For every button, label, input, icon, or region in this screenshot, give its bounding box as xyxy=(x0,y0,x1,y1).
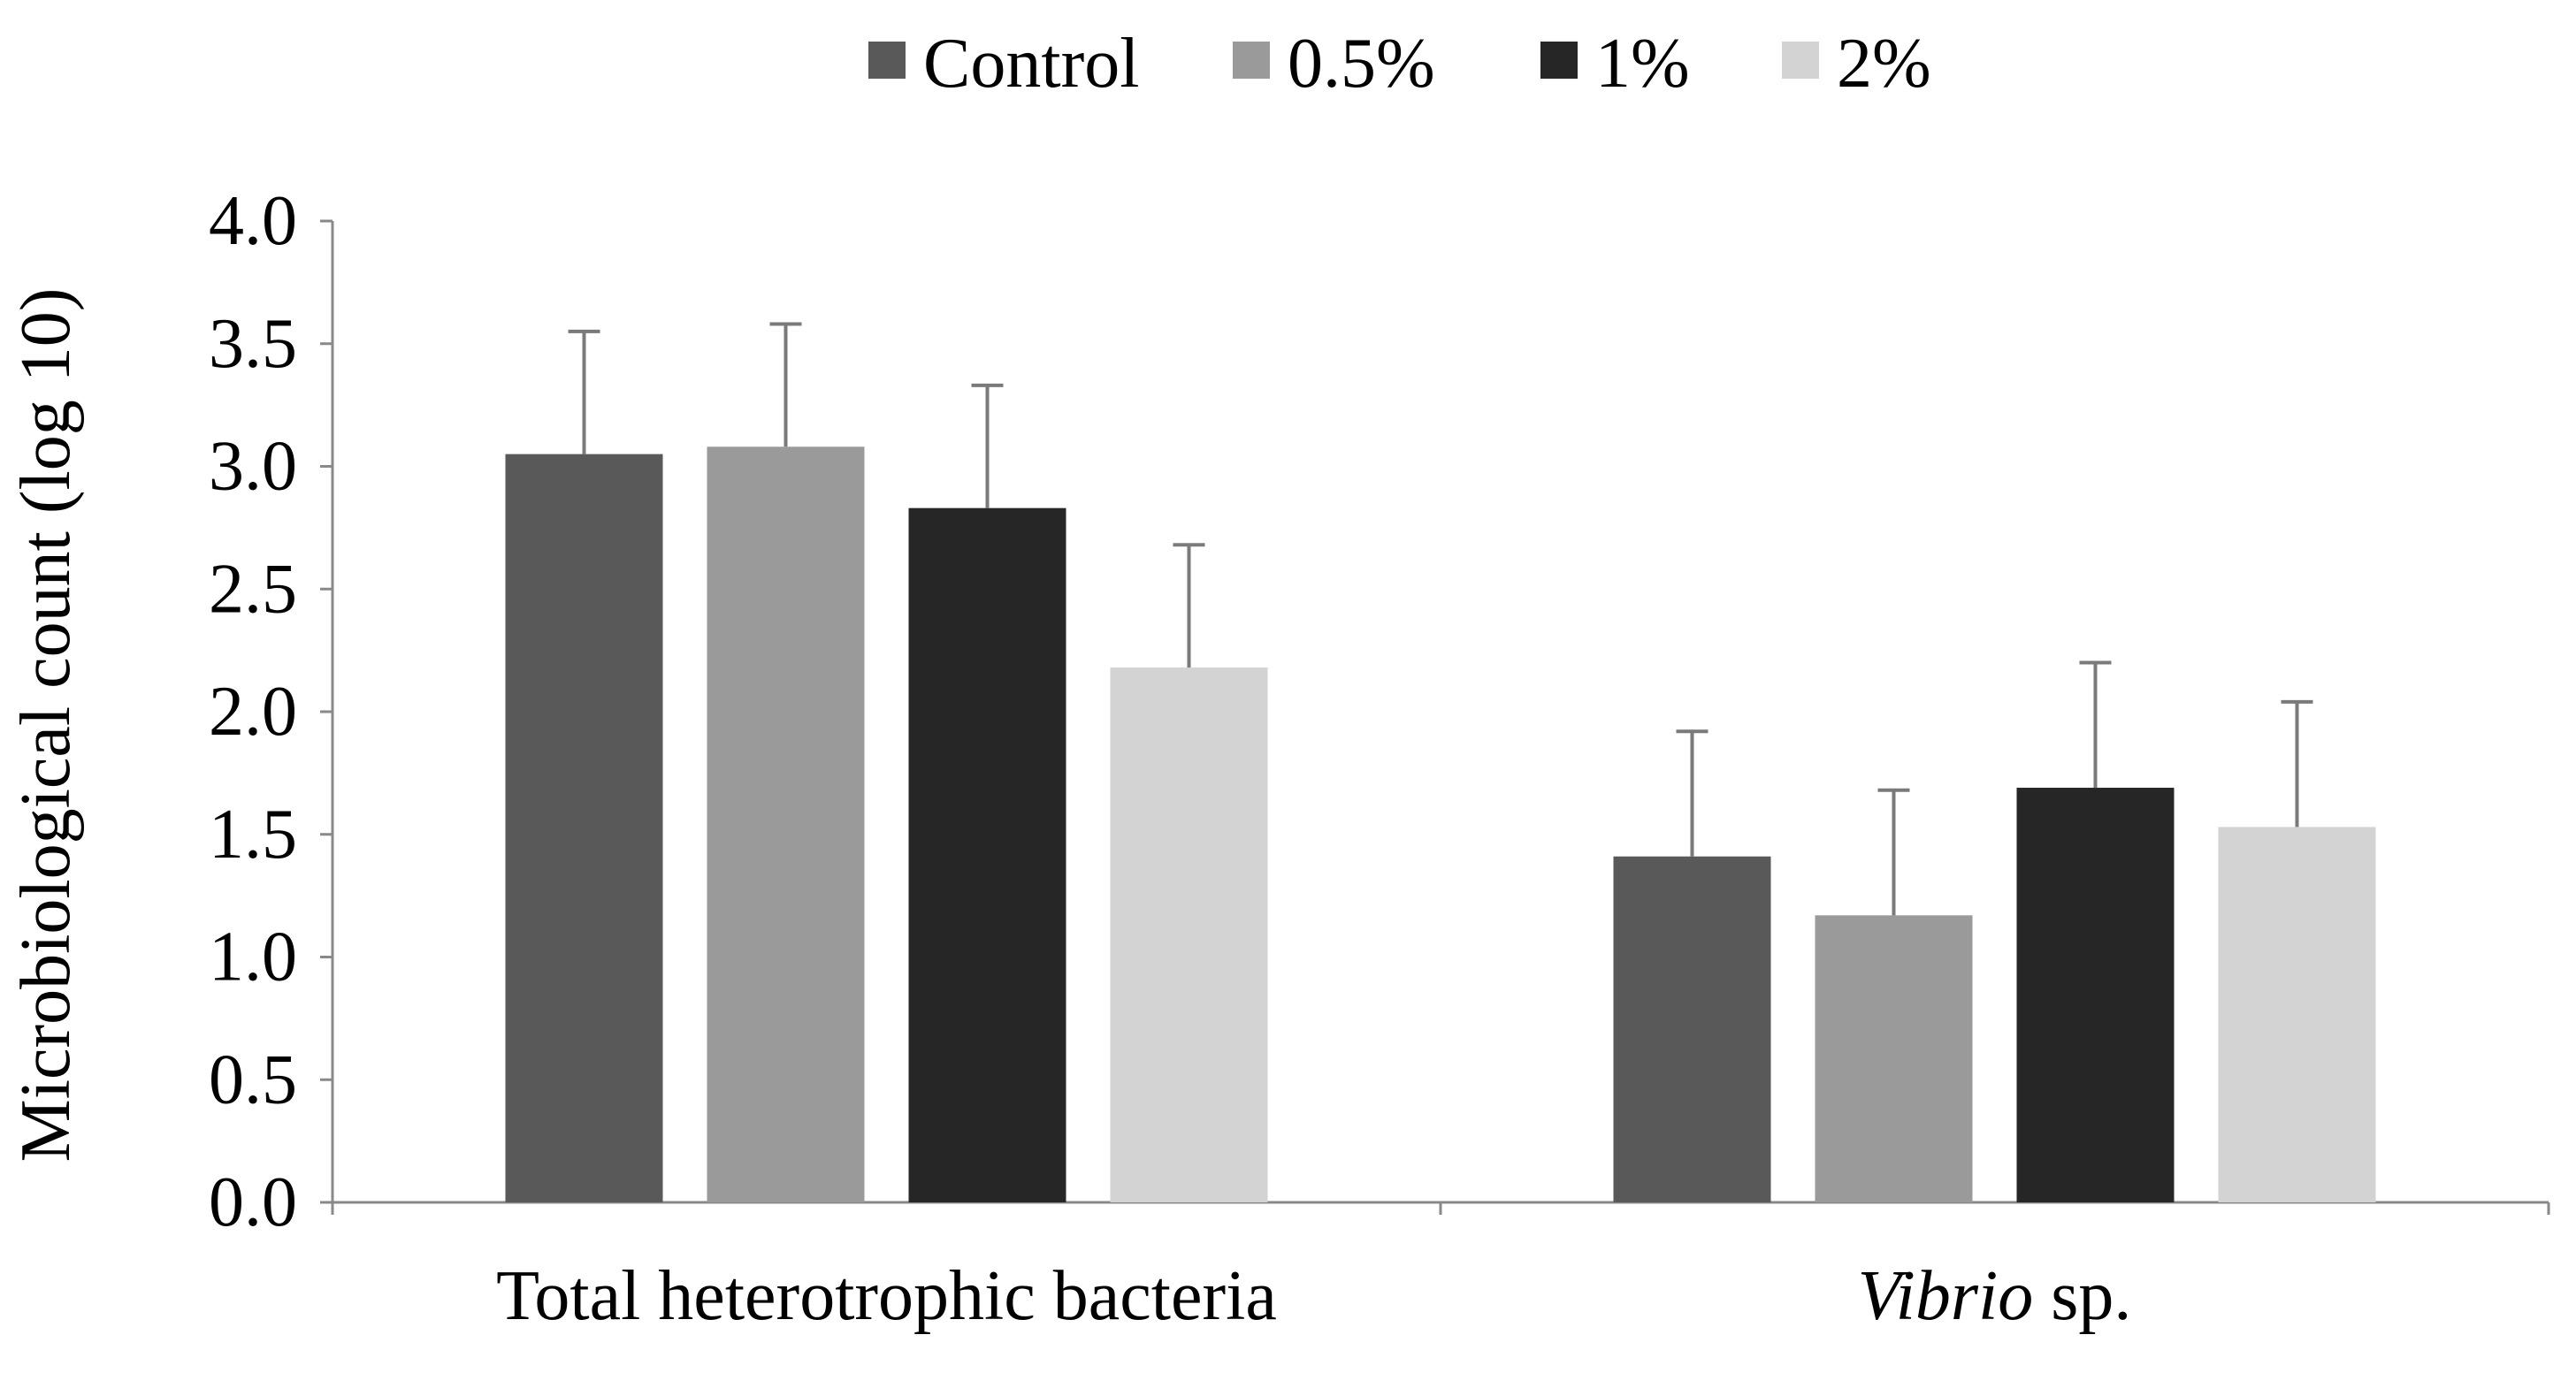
legend-swatch xyxy=(1233,42,1270,79)
y-tick-label: 4.0 xyxy=(209,182,297,260)
y-axis: 0.0 0.5 1.0 1.5 2.0 2.5 3.0 3.5 4.0 xyxy=(209,182,334,1241)
bar xyxy=(1613,856,1771,1202)
bar xyxy=(707,446,865,1202)
legend: Control 0.5% 1% 2% xyxy=(868,25,1931,103)
bar xyxy=(2016,788,2175,1202)
x-axis xyxy=(331,1201,2550,1215)
y-tick-label: 0.0 xyxy=(209,1163,297,1241)
legend-label: 0.5% xyxy=(1288,25,1435,103)
y-tick-label: 3.0 xyxy=(209,428,297,506)
y-axis-title: Microbiological count (log 10) xyxy=(7,288,85,1163)
category-labels: Total heterotrophic bacteria Vibrio sp. xyxy=(496,1257,2131,1335)
y-tick-label: 0.5 xyxy=(209,1041,297,1118)
legend-swatch xyxy=(1540,42,1578,79)
bar xyxy=(2218,827,2376,1202)
error-bars xyxy=(568,322,2313,916)
y-tick-label: 1.0 xyxy=(209,919,297,996)
legend-label: Control xyxy=(923,25,1139,103)
bar xyxy=(1110,667,1268,1202)
bar xyxy=(908,507,1066,1202)
bars xyxy=(505,446,2376,1202)
y-tick-label: 1.5 xyxy=(209,796,297,873)
x-category-label: Total heterotrophic bacteria xyxy=(496,1257,1277,1335)
legend-label: 1% xyxy=(1595,25,1690,103)
legend-swatch xyxy=(868,42,906,79)
x-category-label: Vibrio sp. xyxy=(1858,1257,2132,1335)
bar xyxy=(505,454,663,1202)
y-tick-label: 2.0 xyxy=(209,673,297,751)
y-tick-label: 2.5 xyxy=(209,550,297,628)
legend-label: 2% xyxy=(1837,25,1931,103)
bar xyxy=(1815,915,1973,1202)
legend-swatch xyxy=(1782,42,1819,79)
y-tick-label: 3.5 xyxy=(209,305,297,383)
